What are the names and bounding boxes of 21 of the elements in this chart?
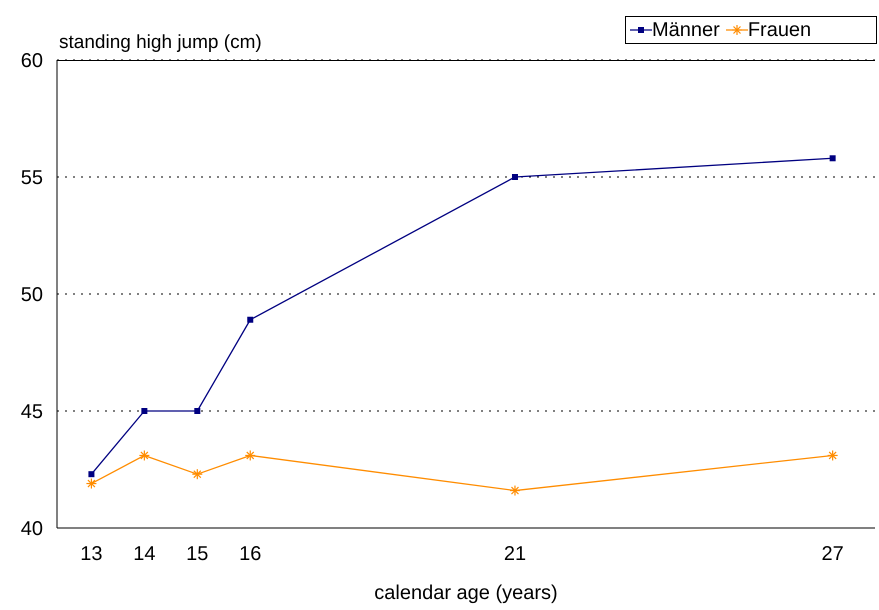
y-tick-label: 55 (20, 167, 43, 190)
y-tick-label: 45 (20, 401, 43, 424)
x-tick-label: 13 (80, 543, 103, 566)
x-tick-label: 16 (239, 543, 262, 566)
x-tick-label: 27 (822, 543, 844, 566)
legend-label: Männer (652, 18, 720, 42)
x-axis-title: calendar age (years) (373, 582, 559, 605)
x-tick-label: 15 (186, 543, 208, 566)
point (141, 408, 148, 414)
y-tick-label: 50 (20, 284, 43, 306)
point (88, 471, 94, 478)
point (830, 155, 836, 162)
point (247, 316, 254, 323)
y-tick-label: 40 (20, 518, 43, 540)
y-axis-title: standing high jump (cm) (59, 32, 262, 54)
legend-label: Frauen (748, 18, 812, 42)
x-tick-label: 21 (504, 543, 526, 566)
point (194, 408, 200, 414)
x-tick-label: 14 (133, 543, 156, 566)
point (512, 174, 518, 180)
y-tick-label: 60 (20, 50, 43, 72)
